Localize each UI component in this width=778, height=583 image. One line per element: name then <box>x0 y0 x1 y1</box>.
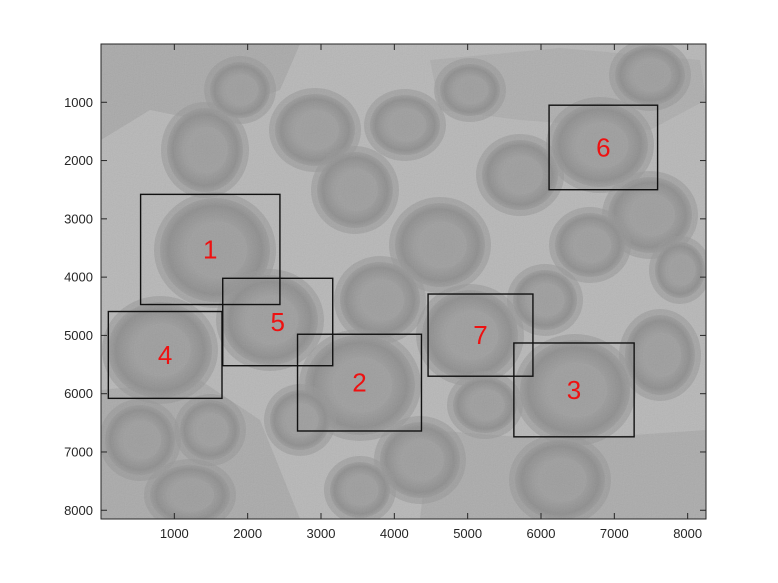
x-tick-label: 4000 <box>380 526 409 541</box>
region-label-1: 1 <box>203 234 217 264</box>
y-tick-label: 6000 <box>64 386 93 401</box>
y-tick-label: 7000 <box>64 444 93 459</box>
y-tick-label: 1000 <box>64 95 93 110</box>
region-label-2: 2 <box>352 368 366 398</box>
region-label-5: 5 <box>270 307 284 337</box>
region-box-6 <box>548 104 659 191</box>
y-tick-label: 4000 <box>64 270 93 285</box>
y-tick-label: 2000 <box>64 153 93 168</box>
y-tick-label: 8000 <box>64 503 93 518</box>
y-tick-label: 3000 <box>64 211 93 226</box>
region-label-7: 7 <box>473 320 487 350</box>
x-tick-label: 8000 <box>673 526 702 541</box>
x-tick-label: 5000 <box>453 526 482 541</box>
region-box-2 <box>296 333 423 432</box>
region-box-7 <box>427 293 534 377</box>
region-boxes: 1 2 3 4 5 6 7 <box>107 104 659 438</box>
region-box-1 <box>139 193 281 306</box>
x-tick-label: 6000 <box>527 526 556 541</box>
region-label-4: 4 <box>158 340 172 370</box>
x-tick-label: 1000 <box>160 526 189 541</box>
x-axis: 1000 2000 3000 4000 5000 6000 7000 8000 <box>160 44 702 541</box>
micrograph-image <box>101 44 706 519</box>
y-axis: 1000 2000 3000 4000 5000 6000 7000 8000 <box>64 95 706 518</box>
x-tick-label: 2000 <box>233 526 262 541</box>
y-tick-label: 5000 <box>64 328 93 343</box>
plot-frame <box>100 43 707 520</box>
x-tick-label: 3000 <box>307 526 336 541</box>
region-label-3: 3 <box>567 375 581 405</box>
region-box-4 <box>107 310 223 400</box>
region-box-3 <box>513 342 635 438</box>
region-box-5 <box>222 277 334 367</box>
region-label-6: 6 <box>596 132 610 162</box>
x-tick-label: 7000 <box>600 526 629 541</box>
